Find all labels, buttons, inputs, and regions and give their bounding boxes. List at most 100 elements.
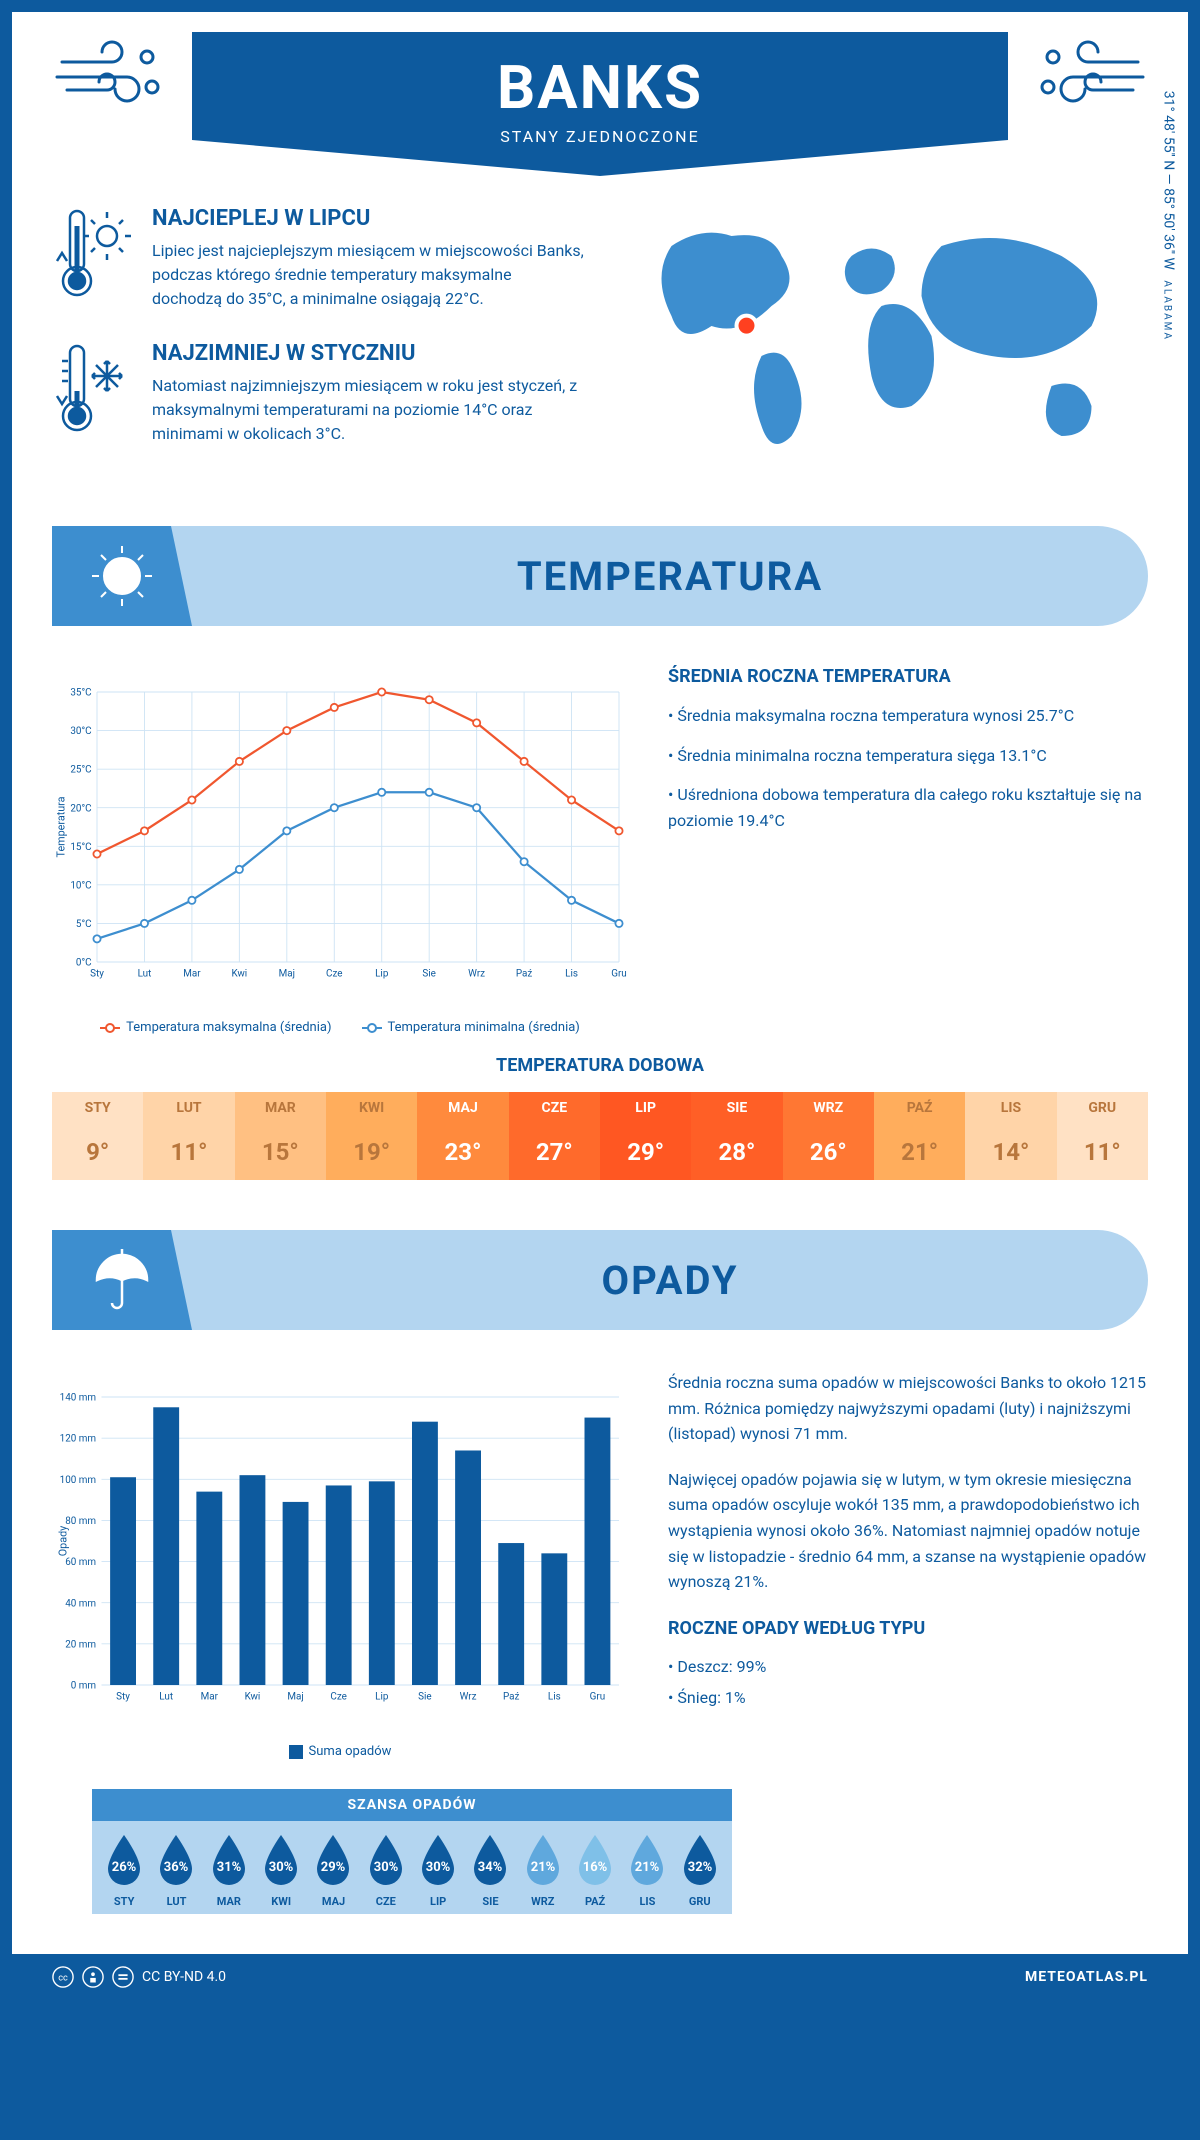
svg-text:31%: 31% [217, 1860, 242, 1875]
svg-text:21%: 21% [635, 1860, 660, 1875]
daily-temp-value: 21° [874, 1124, 965, 1180]
rain-chance-drop: 26% STY [98, 1833, 150, 1908]
svg-text:30%: 30% [269, 1860, 294, 1875]
svg-text:120 mm: 120 mm [60, 1434, 96, 1445]
svg-text:Lut: Lut [138, 968, 152, 979]
svg-text:5°C: 5°C [76, 919, 92, 930]
by-icon [82, 1966, 104, 1988]
map-marker [737, 316, 757, 336]
rain-chance-drop: 31% MAR [203, 1833, 255, 1908]
fact-cold-title: NAJZIMNIEJ W STYCZNIU [152, 341, 585, 366]
svg-text:Gru: Gru [590, 1691, 606, 1702]
temp-stat-bullet: • Uśredniona dobowa temperatura dla całe… [668, 782, 1148, 833]
rain-by-type-list: • Deszcz: 99%• Śnieg: 1% [668, 1654, 1148, 1711]
title-banner: BANKS STANY ZJEDNOCZONE [192, 32, 1008, 176]
svg-text:Sie: Sie [422, 968, 436, 979]
daily-temp-value: 27° [509, 1124, 600, 1180]
rain-bar-chart: 0 mm20 mm40 mm60 mm80 mm100 mm120 mm140 … [52, 1370, 628, 1730]
rain-chance-drop: 30% KWI [255, 1833, 307, 1908]
svg-text:Wrz: Wrz [468, 968, 485, 979]
daily-temp-month: STY [52, 1092, 143, 1124]
daily-temp-month: LIS [965, 1092, 1056, 1124]
svg-text:Cze: Cze [330, 1691, 347, 1702]
svg-text:Sty: Sty [90, 968, 104, 979]
header: BANKS STANY ZJEDNOCZONE [12, 12, 1188, 176]
world-map [615, 206, 1148, 466]
rain-chance-drop: 32% GRU [674, 1833, 726, 1908]
fact-warmest: NAJCIEPLEJ W LIPCU Lipiec jest najcieple… [52, 206, 585, 311]
section-header-rain: OPADY [52, 1230, 1148, 1330]
svg-text:34%: 34% [478, 1860, 503, 1875]
svg-text:Kwi: Kwi [232, 968, 248, 979]
svg-text:Mar: Mar [183, 968, 201, 979]
sun-icon [52, 526, 192, 626]
svg-text:0 mm: 0 mm [71, 1681, 96, 1692]
daily-temp-values-row: 9°11°15°19°23°27°29°28°26°21°14°11° [52, 1124, 1148, 1180]
svg-text:140 mm: 140 mm [60, 1393, 96, 1404]
svg-text:20 mm: 20 mm [65, 1639, 96, 1650]
svg-text:Mar: Mar [201, 1691, 219, 1702]
rain-chance-drop: 30% CZE [360, 1833, 412, 1908]
coordinates: 31° 48' 55'' N — 85° 50' 36'' W ALABAMA [1160, 91, 1176, 341]
svg-text:16%: 16% [583, 1860, 608, 1875]
wind-icon-left [52, 32, 172, 116]
rain-chance-drop: 21% LIS [621, 1833, 673, 1908]
daily-temp-months-row: STYLUTMARKWIMAJCZELIPSIEWRZPAŹLISGRU [52, 1092, 1148, 1124]
fact-warm-text: Lipiec jest najcieplejszym miesiącem w m… [152, 239, 585, 311]
rain-type-item: • Deszcz: 99% [668, 1654, 1148, 1680]
svg-text:Lut: Lut [159, 1691, 173, 1702]
daily-temp-value: 23° [417, 1124, 508, 1180]
cc-icon: cc [52, 1966, 74, 1988]
svg-text:Cze: Cze [326, 968, 343, 979]
daily-temp-value: 29° [600, 1124, 691, 1180]
rain-chance-drop: 34% SIE [464, 1833, 516, 1908]
svg-text:15°C: 15°C [70, 842, 91, 853]
daily-temp-month: PAŹ [874, 1092, 965, 1124]
wind-icon-right [1028, 32, 1148, 116]
svg-text:Maj: Maj [279, 968, 295, 979]
legend-min: Temperatura minimalna (średnia) [388, 1020, 580, 1035]
svg-text:Lis: Lis [548, 1691, 561, 1702]
state-text: ALABAMA [1161, 280, 1172, 341]
section-header-temperature: TEMPERATURA [52, 526, 1148, 626]
rain-by-type-title: ROCZNE OPADY WEDŁUG TYPU [668, 1615, 1148, 1644]
daily-temp-value: 11° [1057, 1124, 1148, 1180]
svg-text:26%: 26% [112, 1860, 137, 1875]
footer-site: METEOATLAS.PL [1025, 1969, 1148, 1985]
svg-text:40 mm: 40 mm [65, 1598, 96, 1609]
rain-chance-drop: 16% PAŹ [569, 1833, 621, 1908]
svg-text:Lip: Lip [375, 1691, 389, 1702]
svg-text:Kwi: Kwi [245, 1691, 261, 1702]
rain-paragraph-2: Najwięcej opadów pojawia się w lutym, w … [668, 1467, 1148, 1595]
coords-text: 31° 48' 55'' N — 85° 50' 36'' W [1160, 91, 1176, 270]
temp-stat-bullet: • Średnia maksymalna roczna temperatura … [668, 703, 1148, 729]
svg-text:Paź: Paź [503, 1691, 520, 1702]
temp-stats-bullets: • Średnia maksymalna roczna temperatura … [668, 703, 1148, 833]
rain-chart-legend: Suma opadów [52, 1744, 628, 1759]
svg-text:Gru: Gru [611, 968, 627, 979]
daily-temp-value: 9° [52, 1124, 143, 1180]
svg-text:20°C: 20°C [70, 803, 91, 814]
page-subtitle: STANY ZJEDNOCZONE [192, 127, 1008, 146]
svg-text:Sty: Sty [116, 1691, 130, 1702]
svg-text:60 mm: 60 mm [65, 1557, 96, 1568]
daily-temp-month: MAJ [417, 1092, 508, 1124]
svg-text:29%: 29% [321, 1860, 346, 1875]
svg-text:30%: 30% [426, 1860, 451, 1875]
daily-temp-value: 26° [783, 1124, 874, 1180]
rain-chance-drop: 21% WRZ [517, 1833, 569, 1908]
legend-max: Temperatura maksymalna (średnia) [126, 1020, 331, 1035]
rain-chance-drop: 29% MAJ [307, 1833, 359, 1908]
daily-temp-month: GRU [1057, 1092, 1148, 1124]
daily-temp-value: 28° [691, 1124, 782, 1180]
daily-temp-value: 11° [143, 1124, 234, 1180]
svg-text:30%: 30% [374, 1860, 399, 1875]
svg-text:35°C: 35°C [70, 688, 91, 699]
rain-chance-title: SZANSA OPADÓW [92, 1789, 732, 1821]
svg-text:32%: 32% [688, 1860, 713, 1875]
daily-temp-month: MAR [235, 1092, 326, 1124]
temperature-line-chart: 0°C5°C10°C15°C20°C25°C30°C35°CStyLutMarK… [52, 666, 628, 1006]
section-title-rain: OPADY [192, 1257, 1148, 1304]
daily-temp-month: KWI [326, 1092, 417, 1124]
umbrella-icon [52, 1230, 192, 1330]
